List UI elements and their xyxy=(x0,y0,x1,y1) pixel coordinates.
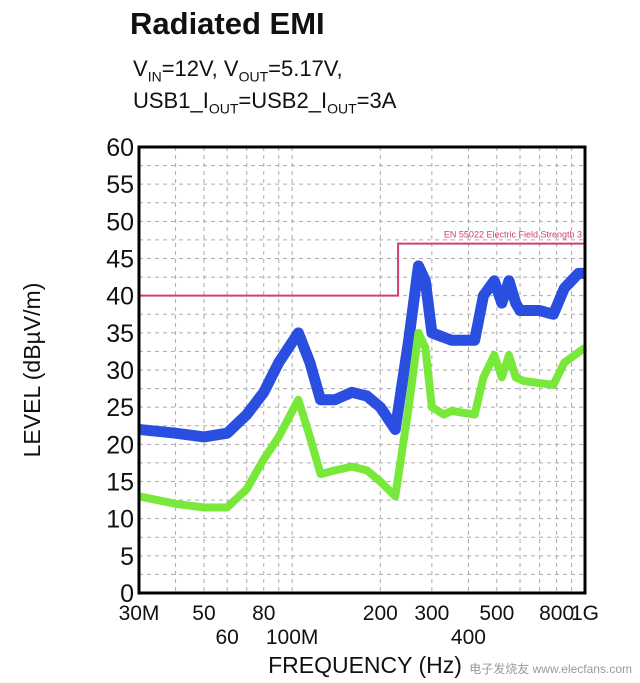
y-tick-label: 25 xyxy=(106,394,134,422)
chart-title: Radiated EMI xyxy=(130,6,325,41)
x-tick-label: 80 xyxy=(252,602,275,625)
x-tick-label: 60 xyxy=(215,626,238,649)
x-tick-label: 50 xyxy=(192,602,215,625)
x-tick-label: 400 xyxy=(451,626,486,649)
y-tick-label: 10 xyxy=(106,506,134,534)
x-tick-label: 100M xyxy=(266,626,319,649)
x-tick-label: 200 xyxy=(363,602,398,625)
subtitle-line-1: VIN=12V, VOUT=5.17V, xyxy=(133,56,343,85)
x-tick-label: 1G xyxy=(571,602,599,625)
y-tick-label: 20 xyxy=(106,431,134,459)
y-tick-label: 0 xyxy=(120,580,134,608)
y-tick-label: 55 xyxy=(106,171,134,199)
subtitle-line-2: USB1_IOUT=USB2_IOUT=3A xyxy=(133,88,397,117)
y-tick-label: 30 xyxy=(106,357,134,385)
y-tick-label: 40 xyxy=(106,283,134,311)
limit-line xyxy=(139,242,585,297)
limit-label: EN 55022 Electric Field Strength 3 xyxy=(444,230,582,240)
x-tick-label: 500 xyxy=(479,602,514,625)
plot-frame xyxy=(137,145,587,595)
y-tick-label: 45 xyxy=(106,246,134,274)
y-tick-label: 5 xyxy=(120,543,134,571)
series-peak xyxy=(137,260,590,443)
x-tick-label: 300 xyxy=(414,602,449,625)
watermark: 电子发烧友 www.elecfans.com xyxy=(469,662,632,676)
y-tick-label: 35 xyxy=(106,320,134,348)
series-average xyxy=(138,328,588,512)
x-tick-label: 800 xyxy=(539,602,574,625)
y-tick-label: 50 xyxy=(106,208,134,236)
x-axis-label: FREQUENCY (Hz) xyxy=(268,652,462,678)
y-tick-label: 15 xyxy=(106,469,134,497)
y-tick-label: 60 xyxy=(106,134,134,162)
x-tick-label: 30M xyxy=(119,602,160,625)
y-axis-label: LEVEL (dBµV/m) xyxy=(19,283,45,458)
